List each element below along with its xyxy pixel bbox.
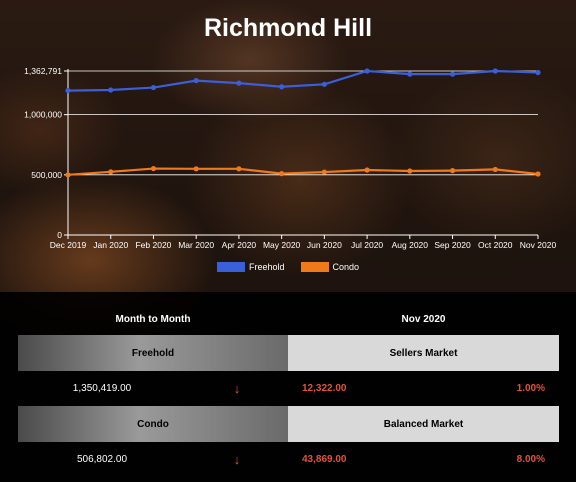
chart-title: Richmond Hill <box>203 14 373 42</box>
x-tick-label: May 2020 <box>263 240 301 250</box>
data-point-freehold[interactable] <box>449 71 456 77</box>
legend-swatch-freehold <box>216 262 245 272</box>
x-tick-label: Jun 2020 <box>307 240 342 250</box>
condo-market-label: Balanced Market <box>288 406 559 442</box>
data-point-condo[interactable] <box>364 167 370 173</box>
condo-values-row: 506,802.00 ↓ 43,869.00 8.00% <box>18 447 559 471</box>
data-point-condo[interactable] <box>449 168 456 174</box>
legend-item-condo[interactable]: Condo <box>300 262 360 272</box>
x-tick-label: Dec 2019 <box>50 240 87 250</box>
freehold-percent: 1.00% <box>516 382 545 394</box>
month-to-month-header: Month to Month <box>115 313 191 325</box>
arrow-down-icon: ↓ <box>233 380 241 396</box>
data-point-freehold[interactable] <box>535 69 541 76</box>
data-point-freehold[interactable] <box>108 87 114 93</box>
summary-header-row: Month to Month Nov 2020 <box>18 306 559 332</box>
data-point-condo[interactable] <box>492 166 498 173</box>
y-tick-label: 1,362,791 <box>24 66 62 76</box>
series-line-freehold <box>67 69 539 92</box>
data-point-condo[interactable] <box>321 169 327 175</box>
condo-band: Condo Balanced Market <box>18 406 559 442</box>
y-tick-label: 500,000 <box>31 170 62 180</box>
y-tick-label: 0 <box>57 230 62 240</box>
data-point-condo[interactable] <box>407 168 413 174</box>
y-tick-label: 1,000,000 <box>24 110 62 120</box>
data-point-freehold[interactable] <box>364 68 370 74</box>
data-point-condo[interactable] <box>535 171 541 177</box>
data-point-freehold[interactable] <box>279 84 285 90</box>
data-point-condo[interactable] <box>65 172 71 178</box>
data-point-condo[interactable] <box>150 165 157 172</box>
x-tick-label: Jul 2020 <box>351 240 383 250</box>
x-tick-label: Nov 2020 <box>520 240 557 250</box>
x-tick-label: Aug 2020 <box>392 240 429 250</box>
data-point-freehold[interactable] <box>150 84 157 91</box>
condo-type-label: Condo <box>18 406 288 442</box>
x-tick-label: Apr 2020 <box>222 240 257 250</box>
data-point-condo[interactable] <box>236 166 242 172</box>
freehold-type-label: Freehold <box>18 335 288 371</box>
data-point-condo[interactable] <box>193 166 199 172</box>
x-tick-label: Oct 2020 <box>478 240 513 250</box>
data-point-freehold[interactable] <box>65 87 71 94</box>
x-tick-label: Jan 2020 <box>93 240 128 250</box>
legend-label-freehold: Freehold <box>248 262 285 272</box>
freehold-price: 1,350,419.00 <box>72 382 132 394</box>
data-point-condo[interactable] <box>279 171 285 177</box>
legend-label-condo: Condo <box>332 262 360 272</box>
period-header: Nov 2020 <box>401 313 446 325</box>
freehold-change: 12,322.00 <box>302 382 347 394</box>
data-point-freehold[interactable] <box>193 78 199 84</box>
data-point-freehold[interactable] <box>407 71 413 77</box>
data-point-freehold[interactable] <box>492 68 498 74</box>
data-point-freehold[interactable] <box>236 80 242 86</box>
market-summary-panel <box>0 292 576 482</box>
x-tick-label: Feb 2020 <box>135 240 171 250</box>
legend-swatch-condo <box>300 262 329 272</box>
freehold-market-label: Sellers Market <box>288 335 559 371</box>
series-line-condo <box>67 167 539 176</box>
condo-change: 43,869.00 <box>302 453 347 465</box>
x-tick-label: Sep 2020 <box>434 240 471 250</box>
x-tick-label: Mar 2020 <box>178 240 214 250</box>
condo-percent: 8.00% <box>516 453 545 465</box>
data-point-freehold[interactable] <box>321 81 327 87</box>
condo-price: 506,802.00 <box>76 453 128 465</box>
data-point-condo[interactable] <box>108 169 114 175</box>
arrow-down-icon: ↓ <box>233 451 241 467</box>
legend-item-freehold[interactable]: Freehold <box>216 262 285 272</box>
freehold-band: Freehold Sellers Market <box>18 335 559 371</box>
chart-legend: Freehold Condo <box>0 262 576 272</box>
freehold-values-row: 1,350,419.00 ↓ 12,322.00 1.00% <box>18 376 559 400</box>
